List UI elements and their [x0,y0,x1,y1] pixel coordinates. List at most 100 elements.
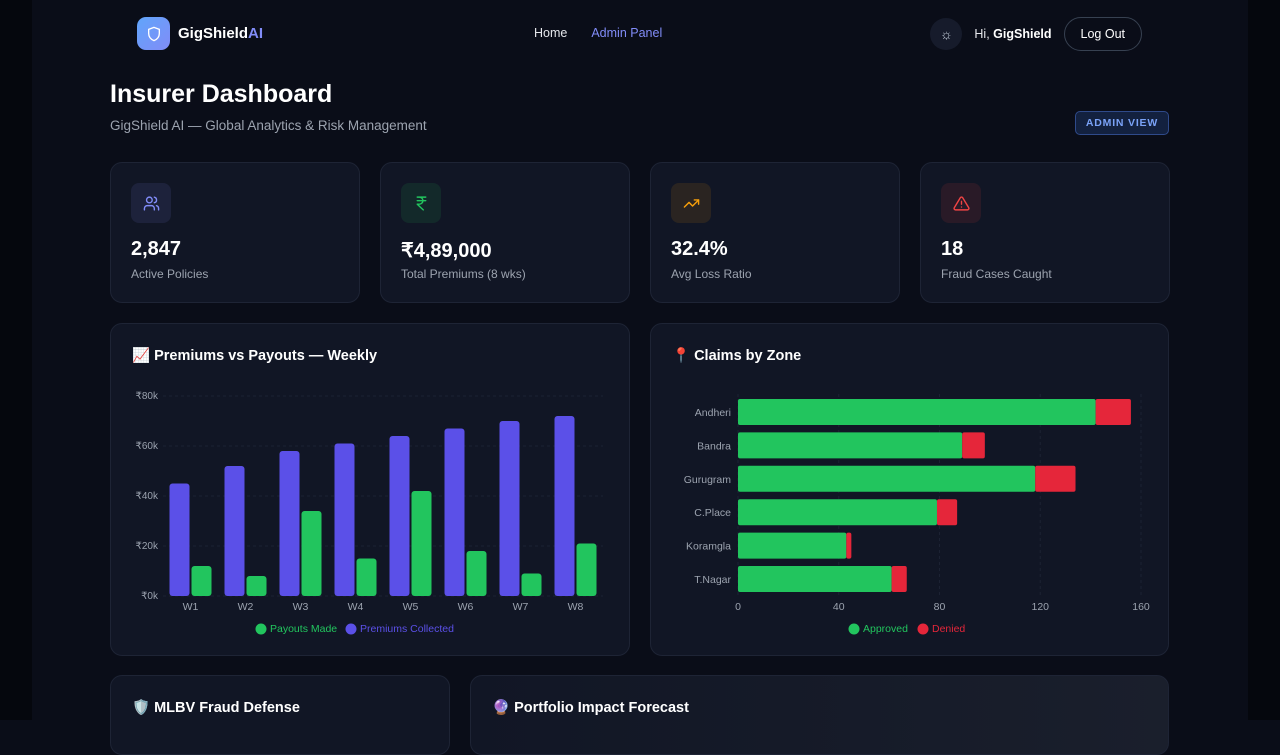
bar-approved [738,499,937,526]
bar-premiums-collected [389,436,410,596]
legend-marker [848,623,860,635]
x-tick-label: W5 [403,601,419,613]
shield-icon [137,17,170,50]
bar-premiums-collected [499,421,520,596]
admin-view-badge: ADMIN VIEW [1075,111,1169,135]
legend-label: Approved [863,623,908,635]
bar-premiums-collected [279,451,300,596]
y-tick-label: ₹0k [141,591,159,602]
brand-logo[interactable]: GigShieldAI [137,17,263,50]
x-tick-label: W4 [348,601,364,613]
legend-label: Premiums Collected [360,623,454,635]
bar-approved [738,566,892,592]
stat-label: Total Premiums (8 wks) [401,267,526,281]
y-tick-label: Gurugram [684,474,732,486]
nav-admin-panel[interactable]: Admin Panel [591,26,663,40]
greeting: Hi, GigShield [974,27,1052,41]
right-edge [1248,0,1280,720]
sun-icon[interactable]: ☼ [930,18,963,50]
bar-approved [738,465,1036,492]
stat-card: 18 Fraud Cases Caught [920,162,1170,303]
legend-label: Payouts Made [270,623,337,635]
claims-zone-card: 📍 Claims by Zone 0 40 80 120 160 Andheri Bandr… [650,323,1169,656]
users-icon [131,183,171,223]
y-tick-label: T.Nagar [694,574,731,586]
stat-value: ₹4,89,000 [401,240,492,262]
bar-premiums-collected [554,416,575,596]
legend-label: Denied [932,623,965,635]
bar-premiums-collected [224,466,245,596]
bar-payouts-made [411,491,432,596]
x-tick-label: 0 [735,601,741,613]
premiums-chart-card: 📈 Premiums vs Payouts — Weekly ₹0k ₹20k ₹4… [110,323,630,656]
panel-title: 🔮 Portfolio Impact Forecast [492,700,689,716]
x-tick-label: W3 [293,601,309,613]
y-tick-label: ₹20k [136,541,159,552]
bar-premiums-collected [444,428,465,596]
x-tick-label: W2 [238,601,254,613]
bar-premiums-collected [334,443,355,596]
bar-approved [738,432,963,459]
bar-payouts-made [466,551,487,596]
stat-label: Avg Loss Ratio [671,267,752,281]
bar-approved [738,399,1096,425]
legend-marker [255,623,267,635]
panel-title: 🛡️ MLBV Fraud Defense [132,700,300,716]
bar-premiums-collected [169,483,190,596]
bar-approved [738,532,847,559]
nav-home[interactable]: Home [534,26,568,40]
y-tick-label: ₹60k [136,441,159,452]
x-tick-label: W6 [458,601,474,613]
fraud-defense-card: 🛡️ MLBV Fraud Defense [110,675,450,755]
stat-card: 32.4% Avg Loss Ratio [650,162,900,303]
bar-payouts-made [246,576,267,596]
bar-denied [962,432,985,459]
bar-denied [1035,465,1076,492]
stat-label: Active Policies [131,267,209,281]
bar-denied [1095,399,1131,425]
y-tick-label: ₹80k [136,391,159,402]
chart-title: 📈 Premiums vs Payouts — Weekly [132,348,378,364]
x-tick-label: 120 [1031,601,1049,613]
y-tick-label: ₹40k [136,491,159,502]
stat-label: Fraud Cases Caught [941,267,1052,281]
y-tick-label: Andheri [695,407,731,419]
chart-title: 📍 Claims by Zone [672,348,802,364]
x-tick-label: 80 [934,601,946,613]
bar-denied [936,499,958,526]
legend-marker [917,623,929,635]
bar-payouts-made [356,558,377,596]
trending-up-icon [671,183,711,223]
y-tick-label: Koramgla [686,541,731,553]
rupee-icon [401,183,441,223]
alert-triangle-icon [941,183,981,223]
stat-card: 2,847 Active Policies [110,162,360,303]
stat-value: 18 [941,238,964,260]
x-tick-label: 40 [833,601,845,613]
page-subtitle: GigShield AI — Global Analytics & Risk M… [110,118,427,133]
forecast-card: 🔮 Portfolio Impact Forecast [470,675,1169,755]
logout-button[interactable]: Log Out [1063,17,1142,51]
x-tick-label: W7 [513,601,529,613]
top-nav: GigShieldAI Home Admin Panel ☼ Hi, GigSh… [0,0,1280,66]
page-title: Insurer Dashboard [110,80,333,108]
claims-by-zone-chart: 0 40 80 120 160 Andheri Bandra Gurugram C.Place K… [684,394,1150,635]
bar-denied [891,566,907,592]
stat-card: ₹4,89,000 Total Premiums (8 wks) [380,162,630,303]
bar-payouts-made [191,566,212,596]
legend-marker [345,623,357,635]
bar-payouts-made [576,543,597,596]
brand-name: GigShieldAI [178,25,264,42]
x-tick-label: W1 [183,601,199,613]
bar-denied [846,532,852,559]
left-edge [0,0,32,720]
x-tick-label: W8 [568,601,584,613]
bar-payouts-made [301,511,322,596]
stat-value: 32.4% [671,238,728,260]
x-tick-label: 160 [1132,601,1150,613]
premiums-payouts-chart: ₹0k ₹20k ₹40k ₹60k ₹80k W1 W2 W3 W4 W5 W6 W7 W8 Payou… [136,391,603,635]
y-tick-label: Bandra [697,440,731,452]
y-tick-label: C.Place [694,507,731,519]
stat-value: 2,847 [131,238,182,260]
bar-payouts-made [521,573,542,596]
